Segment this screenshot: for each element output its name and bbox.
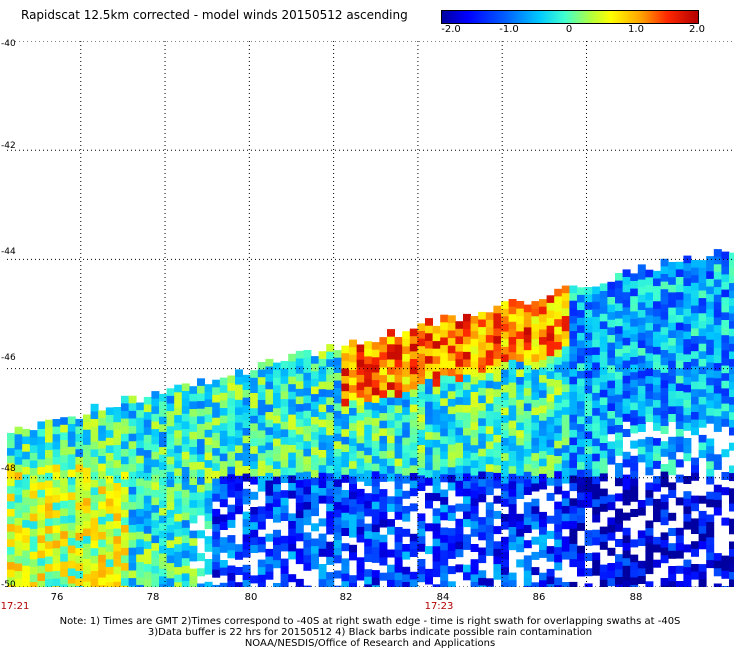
lat-label-44: -44 <box>1 247 16 257</box>
colorbar <box>441 10 699 24</box>
lon-label-86: 86 <box>532 592 546 603</box>
map-title: Rapidscat 12.5km corrected - model winds… <box>21 8 408 22</box>
colorbar-label-neg1: -1.0 <box>499 24 519 35</box>
lon-label-84: 84 <box>436 592 450 603</box>
colorbar-label-zero: 0 <box>565 24 573 35</box>
colorbar-label-min: -2.0 <box>441 24 461 35</box>
lon-label-80: 80 <box>244 592 258 603</box>
time-label-mid: 17:23 <box>424 601 454 612</box>
map-canvas <box>7 41 734 587</box>
lat-label-42: -42 <box>1 141 16 151</box>
lat-label-46: -46 <box>1 353 16 363</box>
time-label-start: 17:21 <box>0 601 30 612</box>
lon-label-76: 76 <box>50 592 64 603</box>
swath-cells <box>7 249 734 587</box>
note-line-2: 3)Data buffer is 22 hrs for 20150512 4) … <box>147 627 593 638</box>
colorbar-label-max: 2.0 <box>689 24 705 35</box>
colorbar-label-pos1: 1.0 <box>628 24 644 35</box>
note-line-1: Note: 1) Times are GMT 2)Times correspon… <box>59 616 681 627</box>
wind-difference-map <box>7 41 734 587</box>
lon-label-78: 78 <box>146 592 160 603</box>
lon-label-82: 82 <box>339 592 353 603</box>
lat-label-48: -48 <box>1 464 16 474</box>
lat-label-40: -40 <box>1 39 16 49</box>
lat-label-50: -50 <box>1 580 16 590</box>
lon-label-88: 88 <box>629 592 643 603</box>
note-line-3: NOAA/NESDIS/Office of Research and Appli… <box>244 638 496 649</box>
graticule <box>7 41 734 587</box>
